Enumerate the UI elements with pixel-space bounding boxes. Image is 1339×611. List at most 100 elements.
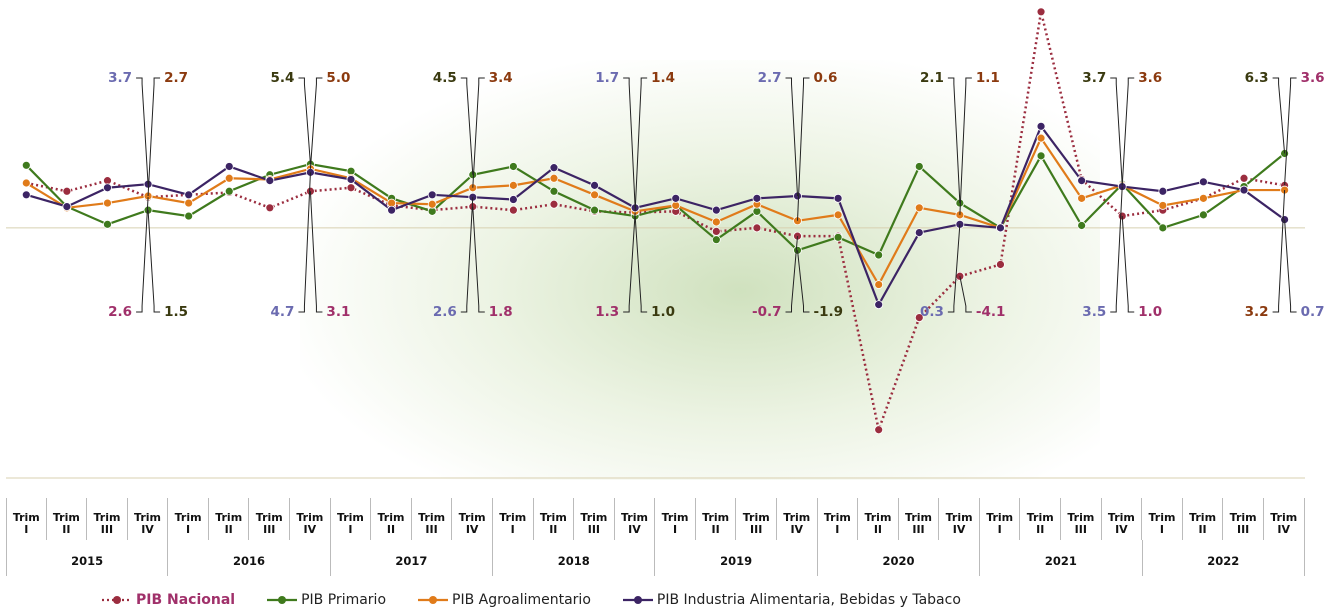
data-label: 3.5 <box>1082 304 1106 320</box>
point <box>1199 177 1208 187</box>
leader-line <box>460 197 474 313</box>
point <box>1199 193 1208 203</box>
legend-entry: PIB Agroalimentario <box>416 592 591 608</box>
year-label: 2020 <box>818 540 981 576</box>
point <box>752 223 762 233</box>
x-tick-label: Trim I <box>6 498 47 540</box>
point <box>874 300 884 310</box>
leader-line <box>1272 77 1286 154</box>
data-label: 0.3 <box>920 304 944 320</box>
point <box>21 178 31 188</box>
point <box>833 193 843 203</box>
point <box>1036 7 1046 17</box>
point <box>224 173 234 183</box>
point <box>914 162 924 171</box>
legend-swatch <box>267 596 298 604</box>
point <box>508 195 518 204</box>
leader-line <box>959 77 972 215</box>
data-label: 4.5 <box>433 70 457 86</box>
x-tick-label: Trim III <box>1061 498 1102 540</box>
quarter-row: Trim I Trim II Trim III Trim IV Trim I Trim I… <box>6 498 1305 540</box>
point <box>508 180 518 190</box>
x-tick-label: Trim III <box>1223 498 1264 540</box>
leader-line <box>309 191 323 313</box>
data-label: 6.3 <box>1245 70 1269 86</box>
data-label: 1.0 <box>651 304 675 320</box>
legend-swatch <box>102 596 132 604</box>
point <box>874 250 884 260</box>
point <box>62 202 72 212</box>
point <box>549 199 559 209</box>
point <box>508 162 518 171</box>
x-tick-label: Trim I <box>1142 498 1183 540</box>
x-tick-label: Trim II <box>1020 498 1062 540</box>
legend-label: PIB Industria Alimentaria, Bebidas y Tab… <box>656 592 961 608</box>
point <box>427 190 437 200</box>
point <box>874 425 884 435</box>
x-tick-label: Trim II <box>209 498 250 540</box>
data-label: 0.7 <box>1301 304 1325 320</box>
leader-line <box>1110 77 1123 185</box>
point <box>1077 221 1087 230</box>
leader-line <box>785 236 799 313</box>
x-tick-label: Trim IV <box>777 498 818 540</box>
point <box>590 180 599 190</box>
point <box>874 280 884 289</box>
year-label: 2017 <box>331 540 494 576</box>
x-tick-label: Trim III <box>574 498 615 540</box>
data-label: 1.0 <box>1138 304 1162 320</box>
leader-line <box>1272 190 1286 313</box>
year-label: 2022 <box>1143 540 1305 576</box>
x-tick-label: Trim I <box>980 498 1021 540</box>
point <box>265 203 275 213</box>
point <box>914 203 924 213</box>
leader-line <box>298 172 311 313</box>
x-tick-label: Trim IV <box>128 498 169 540</box>
point <box>914 313 924 322</box>
year-label: 2021 <box>980 540 1143 576</box>
point <box>184 211 194 221</box>
point <box>549 173 559 183</box>
x-tick-label: Trim II <box>47 498 88 540</box>
leader-line <box>136 77 149 185</box>
leader-line <box>460 77 474 175</box>
data-label: 3.7 <box>108 70 132 86</box>
x-tick-label: Trim IV <box>1102 498 1143 540</box>
leader-line <box>623 77 636 208</box>
series-line <box>25 135 1285 287</box>
data-label: 2.6 <box>433 304 457 320</box>
point <box>1199 210 1208 220</box>
year-row: 2015 2016 2017 2018 2019 2020 2021 2022 <box>6 540 1305 576</box>
point <box>549 163 559 173</box>
x-tick-label: Trim I <box>655 498 696 540</box>
x-tick-label: Trim IV <box>939 498 980 540</box>
data-label: -4.1 <box>976 304 1006 320</box>
point <box>711 205 721 215</box>
legend-label: PIB Agroalimentario <box>452 592 591 608</box>
x-tick-label: Trim I <box>331 498 372 540</box>
x-tick-label: Trim IV <box>452 498 493 540</box>
point <box>224 162 234 171</box>
x-tick-label: Trim IV <box>1264 498 1305 540</box>
data-label: 2.1 <box>920 70 944 86</box>
point <box>346 175 356 184</box>
point <box>671 193 681 203</box>
x-tick-label: Trim I <box>168 498 209 540</box>
legend-entry: PIB Industria Alimentaria, Bebidas y Tab… <box>621 592 961 608</box>
point <box>996 223 1005 233</box>
data-label: 1.8 <box>489 304 513 320</box>
point <box>833 210 843 220</box>
point <box>1077 193 1087 203</box>
x-tick-label: Trim III <box>899 498 940 540</box>
data-label: 2.7 <box>758 70 782 86</box>
leader-line <box>797 250 810 313</box>
swatch-dot <box>278 596 287 604</box>
point <box>1158 201 1168 210</box>
leader-line <box>959 276 972 313</box>
leader-line <box>147 77 161 197</box>
data-label: 2.7 <box>164 70 188 86</box>
point <box>184 198 194 208</box>
x-tick-label: Trim III <box>87 498 128 540</box>
data-label: 5.4 <box>271 70 295 86</box>
